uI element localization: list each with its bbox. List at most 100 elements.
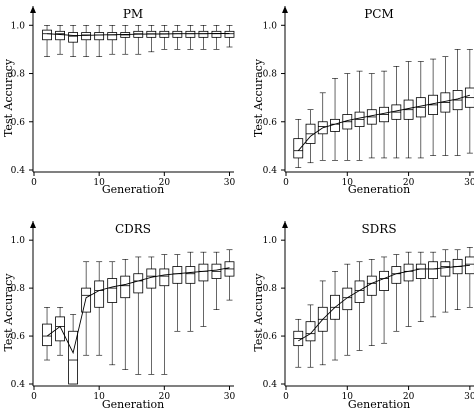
box-iqr: [428, 261, 438, 279]
x-tick-label: 0: [31, 178, 37, 188]
mean-curve: [298, 264, 470, 342]
box-plot-22: [172, 254, 183, 332]
box-iqr: [81, 287, 92, 313]
y-tick-label: 0.4: [263, 166, 278, 176]
box-iqr: [211, 30, 222, 38]
box-plot-18: [146, 256, 157, 375]
box-plot-18: [391, 254, 402, 332]
box-plot-2: [293, 318, 304, 368]
box-iqr: [42, 323, 52, 347]
box-plot-8: [330, 78, 340, 161]
y-tick-label: 0.8: [11, 70, 26, 80]
box-plot-22: [415, 251, 426, 322]
box-plot-26: [440, 56, 451, 156]
mean-curve: [46, 267, 230, 355]
mean-curve: [297, 94, 471, 151]
x-axis-label: Generation: [102, 398, 164, 411]
y-tick-label: 1.0: [263, 21, 278, 31]
y-axis-arrow-icon: [30, 221, 36, 228]
box-plot-16: [379, 70, 389, 159]
box-plot-20: [159, 254, 170, 375]
y-axis-arrow-icon: [30, 6, 36, 13]
x-tick-label: 0: [283, 392, 289, 402]
y-tick-label: 1.0: [263, 236, 278, 246]
box-iqr: [224, 30, 235, 38]
box-iqr: [159, 268, 170, 287]
box-iqr: [81, 32, 92, 41]
x-tick-label: 10: [93, 392, 105, 402]
box-iqr: [133, 273, 144, 294]
box-plot-2: [42, 306, 52, 361]
y-tick-label: 0.6: [11, 118, 26, 128]
box-plot-30: [464, 49, 474, 154]
box-plot-24: [428, 251, 438, 318]
y-axis-label: Test Accuracy: [2, 58, 15, 137]
x-tick-label: 20: [159, 392, 171, 402]
panel-title: PCM: [364, 7, 394, 21]
box-iqr: [366, 275, 377, 296]
box-iqr: [107, 32, 118, 41]
x-tick-label: 0: [283, 178, 289, 188]
box-iqr: [198, 30, 209, 38]
box-plot-16: [133, 256, 144, 375]
box-plot-20: [403, 251, 414, 327]
box-plot-24: [428, 58, 438, 156]
box-plot-16: [379, 256, 389, 344]
box-plot-10: [94, 261, 105, 356]
x-tick-label: 10: [342, 392, 354, 402]
panel-sdrs: SDRS Generation Test Accuracy 0.4 0.6 0.8 1…: [252, 221, 474, 411]
y-tick-label: 1.0: [11, 236, 26, 246]
y-tick-label: 0.6: [11, 332, 26, 342]
box-iqr: [342, 287, 353, 311]
box-plot-10: [342, 73, 353, 161]
box-plot-16: [133, 24, 144, 55]
box-iqr: [55, 30, 65, 41]
box-plot-8: [81, 24, 92, 57]
x-tick-label: 30: [224, 178, 236, 188]
panel-title: SDRS: [361, 222, 396, 236]
x-tick-label: 30: [464, 392, 474, 402]
x-tick-label: 30: [464, 178, 474, 188]
x-axis-label: Generation: [348, 398, 410, 411]
box-iqr: [107, 278, 118, 303]
box-iqr: [94, 32, 105, 41]
x-tick-label: 10: [342, 178, 354, 188]
box-plot-30: [224, 249, 235, 301]
box-plot-30: [464, 247, 474, 308]
box-iqr: [172, 266, 183, 284]
box-iqr: [293, 138, 304, 159]
y-tick-label: 0.4: [11, 380, 26, 390]
box-plot-4: [55, 306, 65, 356]
box-plot-12: [354, 261, 365, 351]
panel-pcm: PCM Generation Test Accuracy 0.4 0.6 0.8 1.…: [252, 6, 474, 196]
y-tick-label: 0.8: [11, 284, 26, 294]
y-axis-arrow-icon: [282, 221, 288, 228]
box-iqr: [379, 270, 389, 291]
y-axis-arrow-icon: [282, 6, 288, 13]
y-tick-label: 0.6: [263, 118, 278, 128]
box-plot-28: [452, 49, 463, 156]
y-tick-label: 0.8: [263, 70, 278, 80]
box-plot-20: [159, 24, 170, 50]
box-plot-26: [198, 24, 209, 50]
box-iqr: [198, 263, 209, 282]
box-plot-14: [120, 24, 131, 55]
box-plot-6: [68, 314, 78, 385]
x-tick-label: 30: [224, 392, 236, 402]
box-iqr: [305, 321, 316, 342]
x-tick-label: 0: [31, 392, 37, 402]
box-iqr: [68, 330, 78, 385]
panel-pm: PM Generation Test Accuracy 0.4 0.6 0.8 1.0…: [2, 6, 235, 196]
box-iqr: [391, 266, 402, 284]
panel-cdrs: CDRS Generation Test Accuracy 0.4 0.6 0.8 1…: [2, 221, 235, 411]
y-tick-label: 0.4: [263, 380, 278, 390]
box-iqr: [94, 280, 105, 308]
box-iqr: [120, 275, 131, 299]
box-plot-22: [415, 61, 426, 159]
x-tick-label: 20: [403, 392, 415, 402]
box-plot-2: [293, 119, 304, 168]
box-iqr: [354, 280, 365, 303]
box-iqr: [172, 30, 183, 38]
box-plot-4: [305, 109, 316, 164]
box-plot-18: [391, 65, 402, 159]
